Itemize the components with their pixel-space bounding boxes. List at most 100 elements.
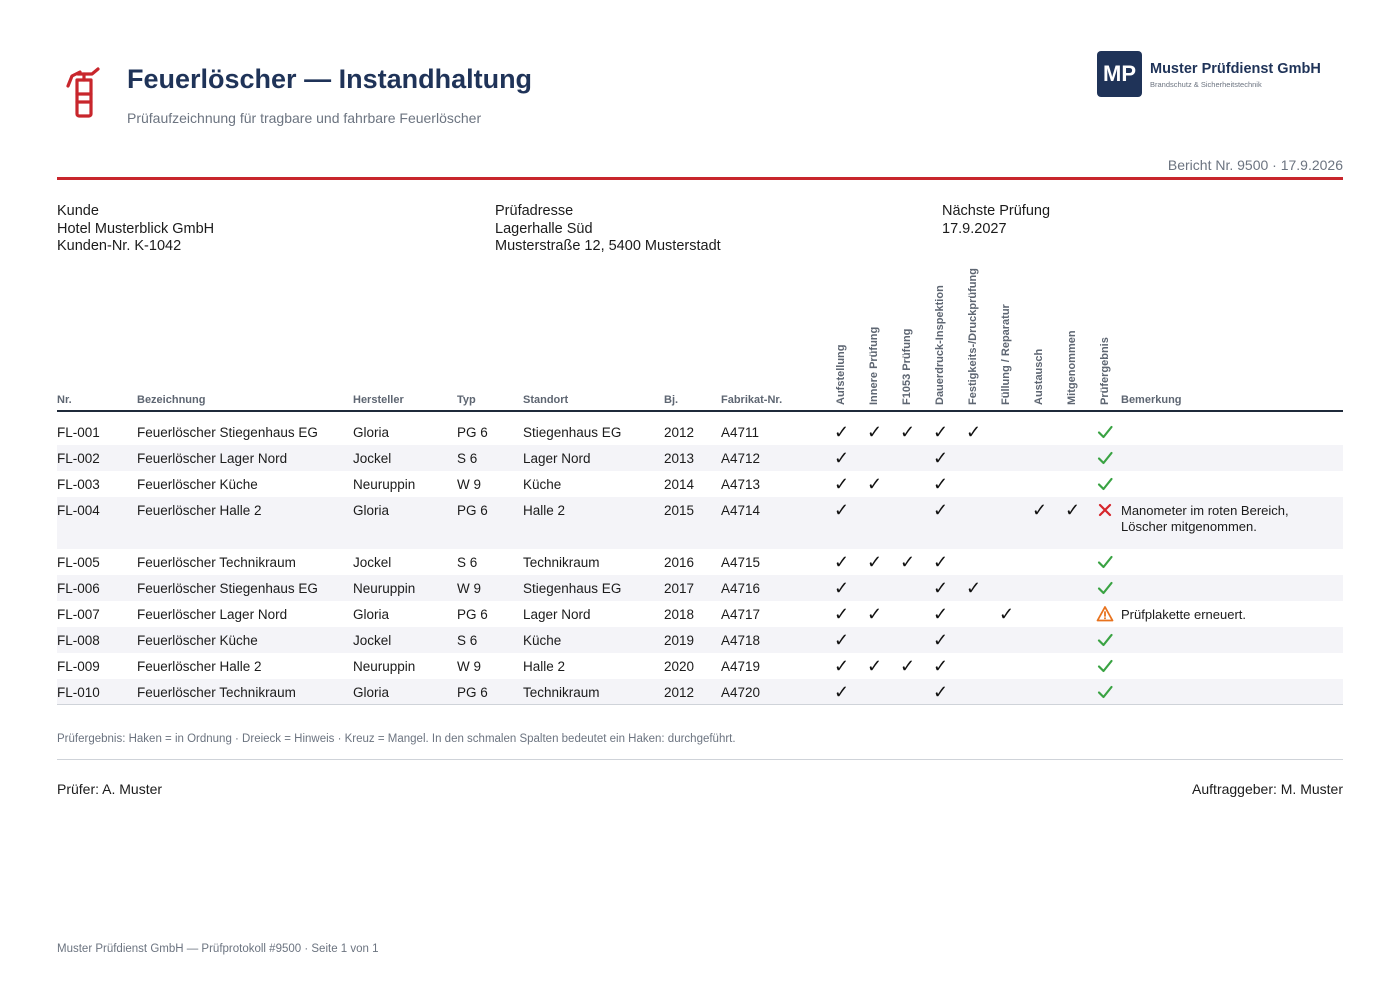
cell-name: Feuerlöscher Küche — [137, 477, 258, 492]
company-tagline: Brandschutz & Sicherheitstechnik — [1150, 80, 1262, 89]
column-header-result: Prüfergebnis — [1099, 337, 1111, 405]
company-name: Muster Prüfdienst GmbH — [1150, 61, 1321, 77]
next-inspection-date: 17.9.2027 — [942, 220, 1007, 237]
cell-name: Feuerlöscher Halle 2 — [137, 503, 262, 518]
fire-extinguisher-icon — [66, 67, 100, 118]
next-inspection-label: Nächste Prüfung — [942, 203, 1051, 219]
cell-serial: A4716 — [721, 581, 761, 596]
cell-serial: A4717 — [721, 607, 761, 622]
client-label: Kunde — [57, 203, 99, 219]
table-row: FL-004 Feuerlöscher Halle 2 Gloria PG 6 Hall… — [57, 497, 1343, 549]
cell-maker: Neuruppin — [353, 477, 416, 492]
cell-maker: Gloria — [353, 685, 390, 700]
cell-nr: FL-003 — [57, 477, 100, 492]
check-mark-icon: ✓ — [900, 422, 916, 442]
check-mark-icon: ✓ — [966, 578, 982, 598]
check-mark-icon: ✓ — [834, 500, 850, 520]
check-mark-icon: ✓ — [1065, 500, 1081, 520]
cell-location: Technikraum — [523, 685, 600, 700]
check-mark-icon: ✓ — [933, 630, 949, 650]
check-mark-icon: ✓ — [933, 656, 949, 676]
cell-type: PG 6 — [457, 685, 488, 700]
cell-name: Feuerlöscher Technikraum — [137, 555, 296, 570]
check-mark-icon: ✓ — [900, 656, 916, 676]
column-header-check-3: Dauerdruck-Inspektion — [934, 285, 946, 405]
cell-nr: FL-004 — [57, 503, 100, 518]
check-mark-icon: ✓ — [834, 474, 850, 494]
cell-maker: Jockel — [353, 451, 392, 466]
remark-line: Prüfplakette erneuert. — [1121, 607, 1247, 622]
column-header-serial: Fabrikat-Nr. — [721, 394, 783, 406]
column-header-check-7: Mitgenommen — [1066, 330, 1078, 405]
check-mark-icon: ✓ — [867, 656, 883, 676]
check-mark-icon: ✓ — [966, 422, 982, 442]
column-header-name: Bezeichnung — [137, 394, 206, 406]
cell-location: Halle 2 — [523, 503, 566, 518]
result-legend: Prüfergebnis: Haken = in Ordnung · Dreie… — [57, 733, 736, 745]
cell-year: 2018 — [664, 607, 695, 622]
cell-name: Feuerlöscher Lager Nord — [137, 607, 288, 622]
address-label: Prüfadresse — [495, 203, 574, 219]
column-header-check-2: F1053 Prüfung — [901, 328, 913, 405]
table-row: FL-003 Feuerlöscher Küche Neuruppin W 9 Küch… — [57, 471, 1343, 497]
page-footer: Muster Prüfdienst GmbH — Prüfprotokoll #… — [57, 943, 379, 955]
check-mark-icon: ✓ — [1032, 500, 1048, 520]
check-mark-icon: ✓ — [834, 448, 850, 468]
cell-year: 2014 — [664, 477, 695, 492]
cell-type: W 9 — [457, 477, 482, 492]
client-number: Kunden-Nr. K-1042 — [57, 238, 182, 254]
cell-year: 2013 — [664, 451, 695, 466]
check-mark-icon: ✓ — [900, 552, 916, 572]
cell-year: 2020 — [664, 659, 695, 674]
cell-name: Feuerlöscher Küche — [137, 633, 258, 648]
cell-location: Halle 2 — [523, 659, 566, 674]
cell-nr: FL-001 — [57, 425, 100, 440]
cell-maker: Jockel — [353, 555, 392, 570]
cell-location: Stiegenhaus EG — [523, 425, 622, 440]
cell-maker: Neuruppin — [353, 581, 416, 596]
cell-nr: FL-006 — [57, 581, 100, 596]
cell-year: 2017 — [664, 581, 695, 596]
page-subtitle: Prüfaufzeichnung für tragbare und fahrba… — [127, 110, 482, 126]
check-mark-icon: ✓ — [933, 422, 949, 442]
column-header-location: Standort — [523, 394, 569, 406]
cell-nr: FL-005 — [57, 555, 100, 570]
cell-name: Feuerlöscher Lager Nord — [137, 451, 288, 466]
cell-year: 2016 — [664, 555, 695, 570]
inspector-signature: Prüfer: A. Muster — [57, 781, 163, 797]
check-mark-icon: ✓ — [834, 552, 850, 572]
remark-line: Manometer im roten Bereich, — [1121, 503, 1289, 518]
table-row: FL-010 Feuerlöscher Technikraum Gloria PG 6… — [57, 679, 1343, 705]
cell-name: Feuerlöscher Technikraum — [137, 685, 296, 700]
cell-maker: Gloria — [353, 503, 390, 518]
table-row: FL-002 Feuerlöscher Lager Nord Jockel S 6 La… — [57, 445, 1343, 471]
cell-serial: A4720 — [721, 685, 761, 700]
check-mark-icon: ✓ — [834, 656, 850, 676]
cell-name: Feuerlöscher Stiegenhaus EG — [137, 581, 318, 596]
result-ok-icon — [1097, 659, 1113, 673]
cell-location: Küche — [523, 477, 562, 492]
cell-location: Küche — [523, 633, 562, 648]
cell-nr: FL-010 — [57, 685, 100, 700]
signature-divider — [57, 759, 1343, 760]
cell-year: 2012 — [664, 425, 695, 440]
check-mark-icon: ✓ — [933, 474, 949, 494]
address-line1: Lagerhalle Süd — [495, 220, 593, 237]
cell-type: W 9 — [457, 581, 482, 596]
result-warning-icon — [1096, 606, 1114, 622]
cell-serial: A4715 — [721, 555, 761, 570]
check-mark-icon: ✓ — [867, 474, 883, 494]
client-info: Kunde Hotel Musterblick GmbH Kunden-Nr. … — [57, 203, 214, 256]
cell-location: Lager Nord — [523, 451, 591, 466]
table-row: FL-001 Feuerlöscher Stiegenhaus EG Gloria P… — [57, 419, 1343, 445]
cell-type: PG 6 — [457, 607, 488, 622]
cell-nr: FL-009 — [57, 659, 100, 674]
check-mark-icon: ✓ — [834, 422, 850, 442]
cell-year: 2019 — [664, 633, 695, 648]
result-defect-icon — [1098, 503, 1112, 517]
column-header-check-0: Aufstellung — [835, 344, 847, 406]
cell-year: 2015 — [664, 503, 695, 518]
cell-remark: Manometer im roten Bereich, Löscher mitge… — [1121, 503, 1289, 534]
cell-location: Stiegenhaus EG — [523, 581, 622, 596]
check-mark-icon: ✓ — [933, 552, 949, 572]
